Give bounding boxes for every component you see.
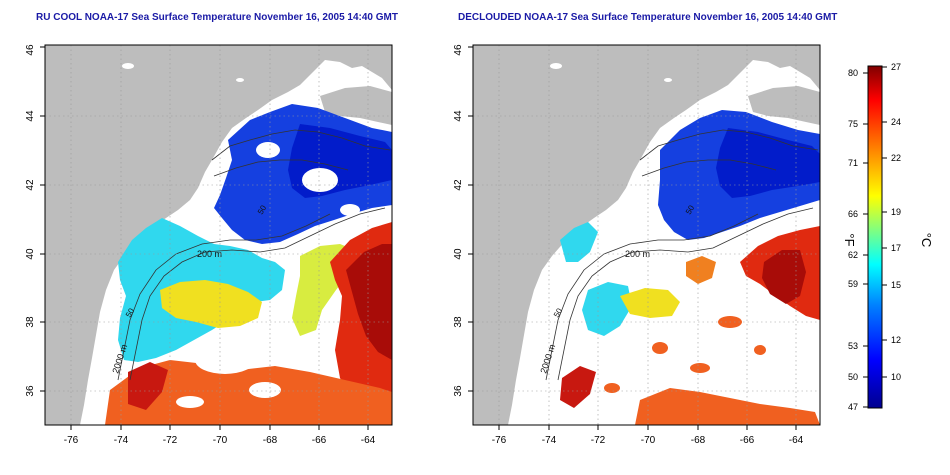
- colorbar-celsius-label: °C: [919, 233, 934, 248]
- right-lake: [550, 63, 562, 69]
- left-lat-tick-3: 40: [25, 248, 36, 260]
- left-lake-2: [236, 78, 244, 82]
- left-sst-south-red: [128, 362, 168, 410]
- right-isobaths: [545, 129, 819, 381]
- right-label-200m: 200 m: [625, 249, 650, 259]
- left-lake: [122, 63, 134, 69]
- colorbar-f-75: 75: [848, 119, 858, 129]
- colorbar-ramp: [867, 65, 883, 409]
- colorbar-c-15: 15: [891, 280, 901, 290]
- colorbar-c-19: 19: [891, 207, 901, 217]
- colorbar-f-tick-marks: [863, 72, 868, 408]
- colorbar-c-22: 22: [891, 153, 901, 163]
- left-label-200m: 200 m: [197, 249, 222, 259]
- colorbar-f-59: 59: [848, 279, 858, 289]
- left-grid: [45, 45, 392, 425]
- right-sst-deep-red: [762, 250, 806, 304]
- right-land-mass: [473, 45, 820, 425]
- colorbar-c-24: 24: [891, 117, 901, 127]
- colorbar-c-10: 10: [891, 372, 901, 382]
- colorbar-f-80: 80: [848, 68, 858, 78]
- left-sst-deep-red: [346, 244, 392, 360]
- left-land-north-coast: [320, 86, 392, 125]
- colorbar: 80 75 71 66 62 59 53 50 47 27 24 22: [842, 62, 934, 412]
- left-lat-tick-5: 44: [25, 110, 36, 122]
- left-map-frame: [44, 44, 393, 426]
- right-lat-tick-2: 38: [453, 316, 464, 328]
- left-lon-tick-7: -64: [361, 435, 376, 446]
- left-lon-tick-3: -72: [163, 435, 178, 446]
- right-sst-cyan-patch: [582, 282, 632, 336]
- left-lat-tick-2: 38: [25, 316, 36, 328]
- left-tick-marks: [40, 46, 369, 430]
- colorbar-f-66: 66: [848, 209, 858, 219]
- left-lon-tick-5: -68: [263, 435, 278, 446]
- left-lon-tick-1: -76: [64, 435, 79, 446]
- left-lat-tick-1: 36: [25, 385, 36, 397]
- colorbar-f-50: 50: [848, 372, 858, 382]
- right-land-north-coast: [748, 86, 820, 125]
- right-lon-tick-1: -76: [492, 435, 507, 446]
- right-lat-tick-4: 42: [453, 179, 464, 191]
- right-sst-south-red: [560, 366, 596, 408]
- right-sst-shelf-cyan: [560, 222, 598, 262]
- colorbar-c-27: 27: [891, 62, 901, 72]
- left-lon-tick-4: -70: [213, 435, 228, 446]
- right-sst-deep-cold: [716, 128, 820, 198]
- colorbar-f-62: 62: [848, 250, 858, 260]
- right-lon-tick-4: -70: [641, 435, 656, 446]
- right-lon-tick-7: -64: [789, 435, 804, 446]
- right-lon-tick-3: -72: [591, 435, 606, 446]
- right-sst-south-orange: [635, 388, 820, 425]
- right-lat-tick-5: 44: [453, 110, 464, 122]
- right-lake-2: [664, 78, 672, 82]
- right-map-frame: [472, 44, 821, 426]
- left-map-title: RU COOL NOAA-17 Sea Surface Temperature …: [36, 12, 398, 23]
- right-grid: [473, 45, 820, 425]
- left-lat-tick-6: 46: [25, 44, 36, 56]
- colorbar-f-71: 71: [848, 158, 858, 168]
- right-lon-tick-5: -68: [691, 435, 706, 446]
- left-land-mass: [45, 45, 392, 425]
- right-lon-tick-2: -74: [542, 435, 557, 446]
- right-lat-tick-1: 36: [453, 385, 464, 397]
- right-lon-tick-6: -66: [740, 435, 755, 446]
- left-lat-tick-4: 42: [25, 179, 36, 191]
- left-lon-tick-2: -74: [114, 435, 129, 446]
- right-lat-tick-6: 46: [453, 44, 464, 56]
- colorbar-c-17: 17: [891, 243, 901, 253]
- left-sst-yellow-ring: [160, 280, 262, 328]
- colorbar-f-47: 47: [848, 402, 858, 412]
- right-sst-orange-ring: [686, 256, 716, 284]
- right-tick-marks: [468, 46, 797, 430]
- left-sst-sargasso: [105, 360, 392, 425]
- right-map-title: DECLOUDED NOAA-17 Sea Surface Temperatur…: [458, 12, 838, 23]
- left-cloud-gaps: [176, 142, 360, 408]
- left-isobaths: [117, 129, 391, 381]
- colorbar-c-tick-marks: [882, 66, 887, 378]
- right-lat-tick-3: 40: [453, 248, 464, 260]
- right-map-panel: 200 m 2000 m 50 50 -76 -74 -72 -7: [453, 44, 821, 446]
- colorbar-c-12: 12: [891, 335, 901, 345]
- colorbar-f-53: 53: [848, 341, 858, 351]
- left-lon-tick-6: -66: [312, 435, 327, 446]
- right-sst-yellow-ring: [620, 288, 680, 318]
- left-map-panel: 200 m 2000 m 50 50 -76 -: [25, 44, 393, 446]
- colorbar-fahrenheit-label: °F: [842, 233, 857, 246]
